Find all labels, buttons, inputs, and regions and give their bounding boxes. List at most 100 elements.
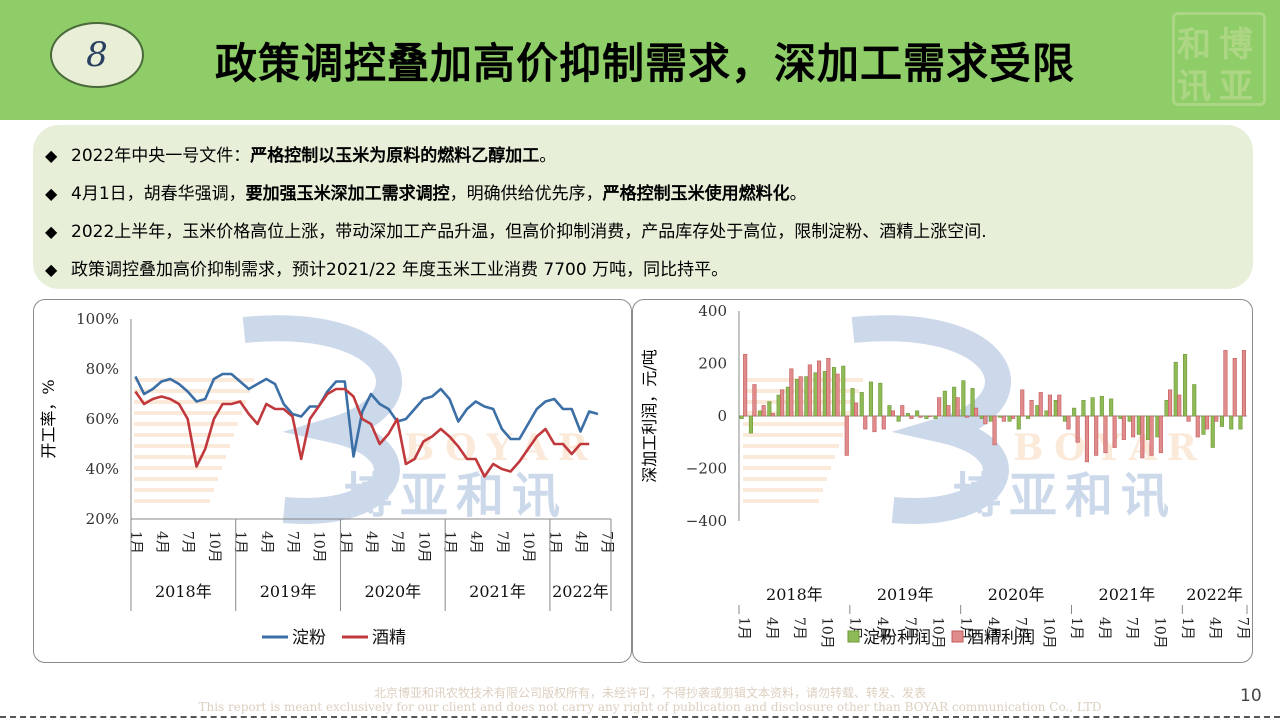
bullet-item: ◆ 2022上半年，玉米价格高位上涨，带动深加工产品升温，但高价抑制消费，产品库存… xyxy=(45,217,987,242)
x-tick-label: 7月 xyxy=(791,617,807,640)
y-tick-label: 40% xyxy=(86,460,119,478)
starch-profit-bar xyxy=(878,382,883,417)
bullet-item: ◆ 4月1日，胡春华强调，要加强玉米深加工需求调控，明确供给优先序，严格控制玉米使… xyxy=(45,179,807,204)
alcohol-profit-bar xyxy=(835,373,840,417)
starch-line xyxy=(134,372,599,458)
seal-char: 和 xyxy=(1177,25,1211,65)
starch-profit-bar xyxy=(1053,400,1058,417)
alcohol-profit-bar xyxy=(761,405,766,417)
alcohol-profit-bar xyxy=(1131,415,1136,438)
alcohol-profit-bar xyxy=(1001,415,1006,422)
starch-profit-bar xyxy=(1192,384,1197,417)
alcohol-profit-bar xyxy=(1047,394,1053,417)
x-tick-label: 10月 xyxy=(1040,617,1056,649)
watermark-brand-cn: 博亚和讯 xyxy=(953,468,1177,524)
starch-profit-bar xyxy=(1072,407,1077,417)
x-tick-label: 10月 xyxy=(206,531,222,563)
starch-profit-bar xyxy=(1044,410,1049,417)
starch-profit-bar xyxy=(942,390,947,417)
legend-label: 淀粉 xyxy=(292,628,326,648)
y-tick-label: 100% xyxy=(76,310,119,328)
starch-profit-bar xyxy=(1173,361,1178,417)
alcohol-profit-bar xyxy=(983,415,988,425)
watermark-brand-en: BOYAR xyxy=(1013,427,1207,469)
x-tick-label: 10月 xyxy=(415,531,431,563)
starch-profit-bar xyxy=(1219,415,1225,427)
y-tick-label: 80% xyxy=(86,360,119,378)
x-tick-label: 7月 xyxy=(389,531,405,554)
alcohol-profit-bar xyxy=(937,397,942,417)
bullet-text: ，明确供给优先序， xyxy=(449,184,603,204)
starch-profit-bar xyxy=(795,379,800,417)
alcohol-profit-bar xyxy=(1177,394,1182,417)
legend-swatch-alcohol-profit xyxy=(951,630,964,643)
title-banner: 8 政策调控叠加高价抑制需求，深加工需求受限 和 博 讯 亚 xyxy=(0,0,1280,120)
x-tick-label: 7月 xyxy=(1124,617,1140,640)
alcohol-profit-bar xyxy=(890,410,896,417)
starch-profit-bar xyxy=(804,376,809,417)
alcohol-profit-bar xyxy=(844,415,849,456)
starch-profit-bar xyxy=(868,381,873,417)
alcohol-profit-bar xyxy=(1167,389,1173,417)
x-tick-label: 1月 xyxy=(442,531,458,554)
bullet-emphasis-text: 要加强玉米深加工需求调控 xyxy=(245,184,450,204)
alcohol-profit-bar xyxy=(743,353,748,417)
starch-profit-bar xyxy=(1210,415,1215,448)
starch-profit-bar xyxy=(905,413,911,417)
alcohol-profit-bar xyxy=(1140,415,1145,459)
starch-profit-bar xyxy=(1035,405,1040,417)
alcohol-profit-bar xyxy=(1214,415,1219,422)
starch-profit-bar xyxy=(1118,415,1123,419)
section-number-badge: 8 xyxy=(50,22,144,88)
alcohol-profit-bar xyxy=(900,405,905,417)
starch-profit-bar xyxy=(859,392,864,417)
watermark-brand-cn: 博亚和讯 xyxy=(344,468,568,524)
bullet-emphasis-text: 严格控制以玉米为原料的燃料乙醇加工 xyxy=(250,146,540,166)
y-axis-label: 开工率，% xyxy=(39,379,58,458)
alcohol-profit-bar xyxy=(1112,415,1117,448)
alcohol-profit-bar xyxy=(826,357,831,417)
x-tick-label: 4月 xyxy=(468,531,484,554)
watermark-brand-en: BOYAR xyxy=(404,427,598,469)
footer-divider xyxy=(0,716,1280,718)
starch-profit-bar xyxy=(1127,415,1132,422)
x-year-label: 2019年 xyxy=(877,585,934,604)
x-year-label: 2020年 xyxy=(364,582,421,601)
x-tick-label: 4月 xyxy=(985,617,1001,640)
x-tick-label: 10月 xyxy=(520,531,536,563)
x-tick-label: 7月 xyxy=(284,531,300,554)
starch-profit-bar xyxy=(1099,396,1104,417)
x-tick-label: 10月 xyxy=(1151,617,1167,649)
alcohol-profit-bar xyxy=(1195,415,1200,438)
x-tick-label: 7月 xyxy=(599,531,615,554)
x-tick-label: 4月 xyxy=(763,617,779,640)
operating-rate-chart-panel: BOYAR 博亚和讯 20% 40% 60% 80% 100% 开工率，% 1月 4月 7月 10月 1… xyxy=(33,299,632,663)
x-tick-label: 1月 xyxy=(1068,617,1084,640)
x-tick-label: 10月 xyxy=(819,617,835,649)
alcohol-profit-bar xyxy=(780,389,785,417)
x-tick-label: 7月 xyxy=(180,531,196,554)
alcohol-profit-bar xyxy=(854,402,859,417)
starch-profit-bar xyxy=(1109,398,1114,417)
alcohol-profit-bar xyxy=(918,415,923,418)
copyright-notice-cn: 北京博亚和讯农牧技术有限公司版权所有，未经许可，不得抄袭或剪辑文本资料，请勿转载… xyxy=(373,686,926,700)
alcohol-profit-bar xyxy=(946,405,951,417)
diamond-bullet-icon: ◆ xyxy=(45,260,58,279)
legend-label: 酒精 xyxy=(372,628,406,648)
starch-profit-bar xyxy=(758,410,763,417)
alcohol-profit-bar xyxy=(789,368,794,417)
x-tick-label: 7月 xyxy=(494,531,510,554)
alcohol-profit-bar xyxy=(992,415,997,446)
alcohol-profit-bar xyxy=(1057,394,1062,417)
alcohol-profit-bar xyxy=(872,415,877,433)
x-tick-label: 4月 xyxy=(1096,617,1112,640)
starch-profit-bar xyxy=(1016,415,1021,430)
alcohol-profit-bar xyxy=(1121,415,1126,440)
legend-label: 淀粉利润 xyxy=(863,628,931,648)
alcohol-profit-bar xyxy=(955,397,960,417)
watermark-logo-shape xyxy=(242,315,402,524)
starch-profit-bar xyxy=(1238,415,1243,430)
starch-profit-bar xyxy=(915,410,920,417)
page-number: 10 xyxy=(1240,686,1262,706)
starch-profit-bar xyxy=(887,405,892,417)
